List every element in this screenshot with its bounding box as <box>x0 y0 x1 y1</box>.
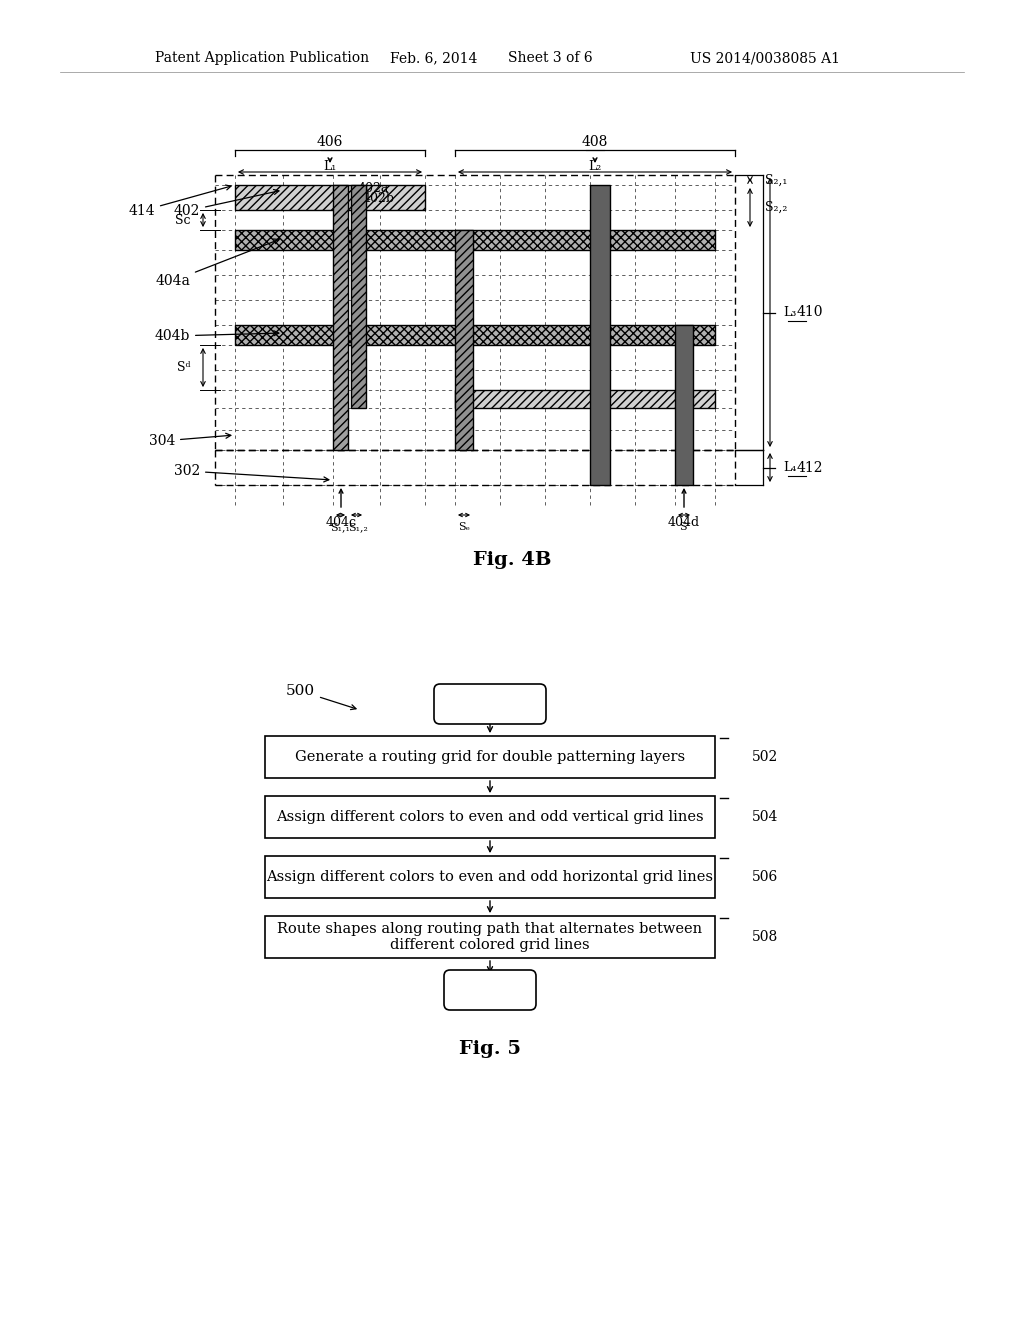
Text: 402a: 402a <box>342 182 389 195</box>
Text: 506: 506 <box>752 870 778 884</box>
Text: Sᴄ: Sᴄ <box>174 214 190 227</box>
Text: Sₑ: Sₑ <box>458 521 470 532</box>
Text: Fig. 4B: Fig. 4B <box>473 550 551 569</box>
Text: 408: 408 <box>582 135 608 149</box>
Text: S₁,₂: S₁,₂ <box>348 521 369 532</box>
Text: 302: 302 <box>174 465 329 482</box>
FancyBboxPatch shape <box>444 970 536 1010</box>
Text: L₄: L₄ <box>783 461 797 474</box>
Text: Sᶠ: Sᶠ <box>679 521 689 532</box>
Text: Sᵈ: Sᵈ <box>176 360 190 374</box>
Text: 414: 414 <box>128 185 231 218</box>
Text: L₂: L₂ <box>589 161 602 173</box>
Text: Route shapes along routing path that alternates between: Route shapes along routing path that alt… <box>278 921 702 936</box>
Text: US 2014/0038085 A1: US 2014/0038085 A1 <box>690 51 840 65</box>
Text: S₂,₂: S₂,₂ <box>765 201 787 214</box>
Text: L₃: L₃ <box>783 306 797 319</box>
Text: 404b: 404b <box>155 329 279 343</box>
Text: Fig. 5: Fig. 5 <box>459 1040 521 1059</box>
Text: START: START <box>464 697 516 711</box>
Bar <box>351 185 366 408</box>
Text: Sheet 3 of 6: Sheet 3 of 6 <box>508 51 593 65</box>
Text: L₁: L₁ <box>324 161 337 173</box>
Text: S₂,₁: S₂,₁ <box>765 173 787 186</box>
Text: different colored grid lines: different colored grid lines <box>390 939 590 952</box>
Text: Patent Application Publication: Patent Application Publication <box>155 51 369 65</box>
Text: 404c: 404c <box>326 516 356 529</box>
Bar <box>265 737 715 777</box>
Text: 404d: 404d <box>668 516 700 529</box>
Text: 406: 406 <box>316 135 343 149</box>
Bar <box>234 185 425 210</box>
Text: 502: 502 <box>752 750 778 764</box>
Text: Assign different colors to even and odd vertical grid lines: Assign different colors to even and odd … <box>276 810 703 824</box>
Text: Feb. 6, 2014: Feb. 6, 2014 <box>390 51 477 65</box>
Bar <box>333 185 348 450</box>
Bar <box>265 796 715 838</box>
Text: 402: 402 <box>174 190 279 218</box>
Text: S₁,₁: S₁,₁ <box>331 521 350 532</box>
Text: Assign different colors to even and odd horizontal grid lines: Assign different colors to even and odd … <box>266 870 714 884</box>
Bar <box>234 230 715 249</box>
Text: 404a: 404a <box>155 239 280 288</box>
Bar <box>455 230 473 450</box>
Bar <box>234 325 715 345</box>
Text: 402b: 402b <box>356 191 395 213</box>
Text: END: END <box>472 983 508 997</box>
Text: Generate a routing grid for double patterning layers: Generate a routing grid for double patte… <box>295 750 685 764</box>
Text: 508: 508 <box>752 931 778 944</box>
FancyBboxPatch shape <box>434 684 546 723</box>
Text: 500: 500 <box>286 684 356 710</box>
Text: 304: 304 <box>148 433 230 447</box>
Text: 410: 410 <box>797 305 823 319</box>
Text: 504: 504 <box>752 810 778 824</box>
Bar <box>590 185 610 484</box>
Bar <box>675 325 693 484</box>
Text: 412: 412 <box>797 461 823 474</box>
Bar <box>455 389 715 408</box>
Bar <box>265 855 715 898</box>
Bar <box>265 916 715 958</box>
